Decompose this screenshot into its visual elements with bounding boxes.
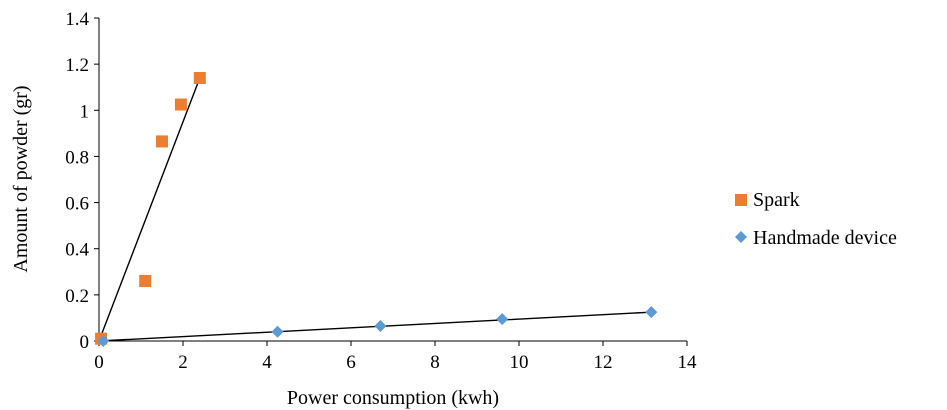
- y-axis-ticks: 0 0.2 0.4 0.6 0.8 1 1.2 1.4: [65, 9, 99, 353]
- data-point-spark: [139, 275, 152, 288]
- y-tick-label: 1.2: [65, 55, 89, 76]
- data-point-handmade-device: [496, 313, 509, 326]
- x-tick-label: 6: [346, 352, 356, 373]
- legend-marker-handmade-device: [735, 231, 747, 243]
- data-point-handmade-device: [97, 335, 110, 347]
- data-point-handmade-device: [374, 320, 387, 333]
- y-tick-label: 0.2: [65, 286, 89, 307]
- trendline-spark: [98, 77, 201, 342]
- trendlines: [98, 77, 652, 342]
- axes: [98, 18, 687, 342]
- legend-label-spark: Spark: [753, 189, 800, 211]
- x-tick-label: 0: [94, 352, 104, 373]
- x-tick-label: 10: [510, 352, 529, 373]
- y-tick-label: 0.4: [65, 240, 89, 261]
- legend-label-handmade-device: Handmade device: [753, 227, 897, 249]
- y-tick-label: 0.8: [65, 147, 89, 168]
- y-tick-label: 1.4: [65, 9, 89, 30]
- y-axis-title: Amount of powder (gr): [10, 85, 32, 272]
- x-tick-label: 2: [178, 352, 188, 373]
- data-point-spark: [193, 71, 206, 84]
- y-tick-label: 0: [80, 332, 90, 353]
- data-points: [95, 71, 658, 347]
- legend-marker-spark: [735, 194, 747, 206]
- data-point-handmade-device: [645, 306, 658, 319]
- data-point-handmade-device: [271, 325, 284, 338]
- x-tick-label: 8: [430, 352, 440, 373]
- data-point-spark: [156, 135, 168, 148]
- legend: Spark Handmade device: [735, 189, 897, 249]
- x-tick-label: 14: [678, 352, 698, 373]
- data-point-spark: [174, 98, 187, 111]
- y-tick-label: 0.6: [65, 194, 89, 215]
- x-tick-label: 12: [594, 352, 613, 373]
- x-tick-label: 4: [262, 352, 272, 373]
- x-axis-title: Power consumption (kwh): [287, 387, 499, 409]
- y-tick-label: 1: [80, 101, 90, 122]
- x-axis-ticks: 0 2 4 6 8 10 12 14: [94, 341, 697, 373]
